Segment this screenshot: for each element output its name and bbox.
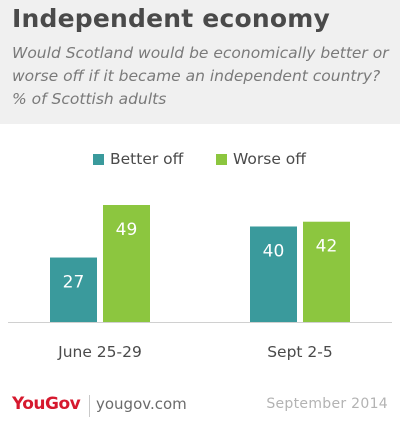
data-label-worse-off-june-25-29: 49 — [116, 220, 138, 240]
bar-worse-off-june-25-29 — [103, 205, 150, 322]
legend-item-better-off: Better off — [93, 147, 183, 171]
footer-date: September 2014 — [266, 396, 388, 412]
data-label-worse-off-sept-2-5: 42 — [316, 237, 338, 257]
x-tick-label-june-25-29: June 25-29 — [57, 343, 142, 361]
data-label-better-off-sept-2-5: 40 — [263, 241, 285, 261]
footer-site-link[interactable]: yougov.com — [96, 395, 187, 413]
bar-better-off-june-25-29 — [50, 257, 97, 322]
legend: Better off Worse off — [0, 147, 400, 171]
bar-chart: 27 49 June 25-29 40 42 Sept 2-5 — [8, 205, 392, 361]
footer-divider — [89, 395, 90, 417]
legend-label-better-off: Better off — [110, 150, 184, 168]
legend-label-worse-off: Worse off — [233, 150, 306, 168]
bar-better-off-sept-2-5 — [250, 226, 297, 322]
bar-worse-off-sept-2-5 — [303, 221, 350, 322]
data-label-better-off-june-25-29: 27 — [63, 273, 85, 293]
chart-subtitle: Would Scotland would be economically bet… — [12, 44, 389, 108]
legend-swatch-better-off — [93, 153, 104, 165]
header-panel: Independent economy Would Scotland would… — [0, 0, 400, 124]
yougov-logo: YouGov — [12, 394, 81, 414]
legend-swatch-worse-off — [216, 153, 227, 165]
x-tick-label-sept-2-5: Sept 2-5 — [267, 343, 333, 361]
chart-title: Independent economy — [12, 4, 330, 33]
legend-item-worse-off: Worse off — [216, 147, 306, 171]
